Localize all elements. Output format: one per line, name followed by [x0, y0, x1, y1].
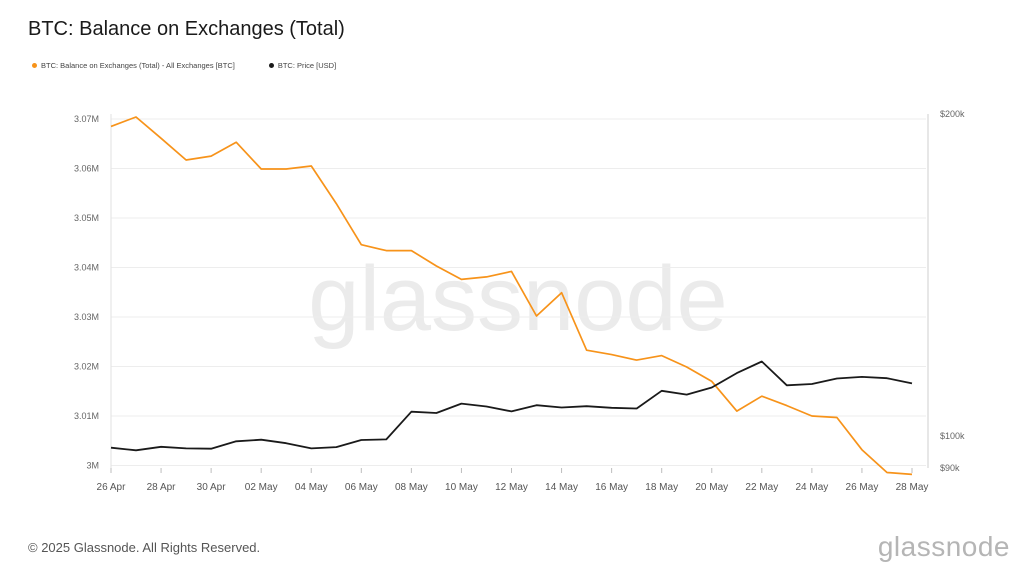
x-tick-label: 18 May — [645, 482, 678, 493]
x-tick-label: 30 Apr — [197, 482, 227, 493]
y-left-tick-label: 3M — [86, 461, 99, 471]
x-tick-label: 22 May — [745, 482, 778, 493]
glassnode-logo: glassnode — [877, 531, 1010, 562]
y-left-tick-label: 3.05M — [74, 213, 99, 223]
legend-swatch-balance — [32, 63, 37, 68]
legend-swatch-price — [268, 63, 274, 68]
x-tick-label: 10 May — [445, 482, 478, 493]
y-left-tick-label: 3.02M — [74, 362, 99, 372]
x-tick-label: 02 May — [245, 482, 278, 493]
series-line-balance — [110, 116, 913, 476]
chart-title: BTC: Balance on Exchanges (Total) — [28, 18, 345, 40]
legend-label-price: BTC: Price [USD] — [277, 61, 337, 70]
legend-item-balance[interactable]: BTC: Balance on Exchanges (Total) - All … — [32, 61, 235, 70]
y-left-tick-label: 3.03M — [74, 312, 99, 322]
x-tick-label: 20 May — [695, 482, 728, 493]
x-tick-label: 16 May — [595, 482, 628, 493]
y-left-tick-label: 3.07M — [74, 114, 99, 124]
y-left-tick-label: 3.06M — [74, 163, 99, 173]
y-right-tick-label: $200k — [940, 109, 965, 119]
x-tick-label: 14 May — [545, 482, 578, 493]
legend: BTC: Balance on Exchanges (Total) - All … — [32, 61, 336, 70]
y-right-tick-label: $100k — [940, 431, 965, 441]
x-tick-label: 28 Apr — [147, 482, 177, 493]
x-tick-label: 04 May — [295, 482, 328, 493]
copyright-text: © 2025 Glassnode. All Rights Reserved. — [28, 540, 261, 555]
y-left-tick-label: 3.04M — [74, 262, 99, 272]
series-line-price — [110, 360, 913, 452]
legend-label-balance: BTC: Balance on Exchanges (Total) - All … — [41, 61, 235, 70]
x-tick-label: 12 May — [495, 482, 528, 493]
y-left-tick-label: 3.01M — [74, 411, 99, 421]
x-tick-label: 08 May — [395, 482, 428, 493]
y-right-tick-label: $90k — [940, 463, 960, 473]
x-tick-label: 06 May — [345, 482, 378, 493]
legend-item-price[interactable]: BTC: Price [USD] — [268, 61, 337, 70]
x-tick-label: 24 May — [795, 482, 828, 493]
x-tick-label: 28 May — [896, 482, 929, 493]
x-tick-label: 26 Apr — [97, 482, 127, 493]
x-tick-label: 26 May — [846, 482, 879, 493]
watermark-text: glassnode — [308, 248, 727, 350]
